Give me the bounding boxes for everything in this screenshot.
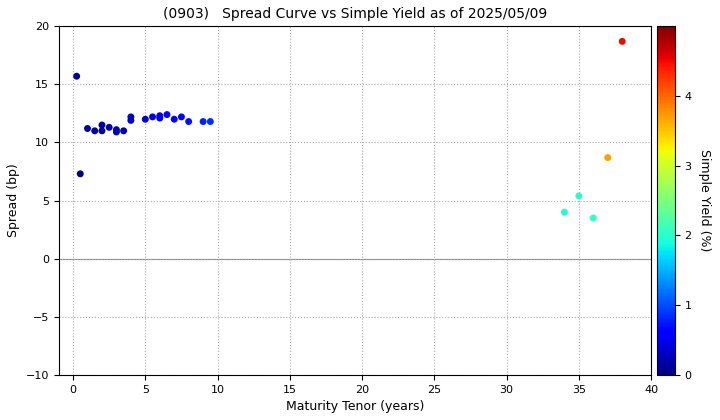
Point [96,127,108,134]
Point [96,122,108,129]
Point [147,113,158,120]
Point [71,73,82,79]
Point [573,192,585,199]
Y-axis label: Spread (bp): Spread (bp) [7,164,20,237]
Point [168,116,180,123]
Point [204,118,216,125]
Point [197,118,209,125]
Point [602,154,613,161]
Point [89,127,101,134]
Point [154,113,166,119]
Point [154,115,166,121]
Point [616,38,628,45]
Title: (0903)   Spread Curve vs Simple Yield as of 2025/05/09: (0903) Spread Curve vs Simple Yield as o… [163,7,547,21]
X-axis label: Maturity Tenor (years): Maturity Tenor (years) [286,400,424,413]
Point [176,113,187,120]
Point [161,111,173,118]
Point [118,127,130,134]
Point [183,118,194,125]
Point [74,171,86,177]
Point [82,125,94,132]
Y-axis label: Simple Yield (%): Simple Yield (%) [698,150,711,252]
Point [140,116,151,123]
Point [559,209,570,215]
Point [125,117,137,124]
Point [111,126,122,133]
Point [111,129,122,135]
Point [125,113,137,120]
Point [588,215,599,221]
Point [104,124,115,131]
